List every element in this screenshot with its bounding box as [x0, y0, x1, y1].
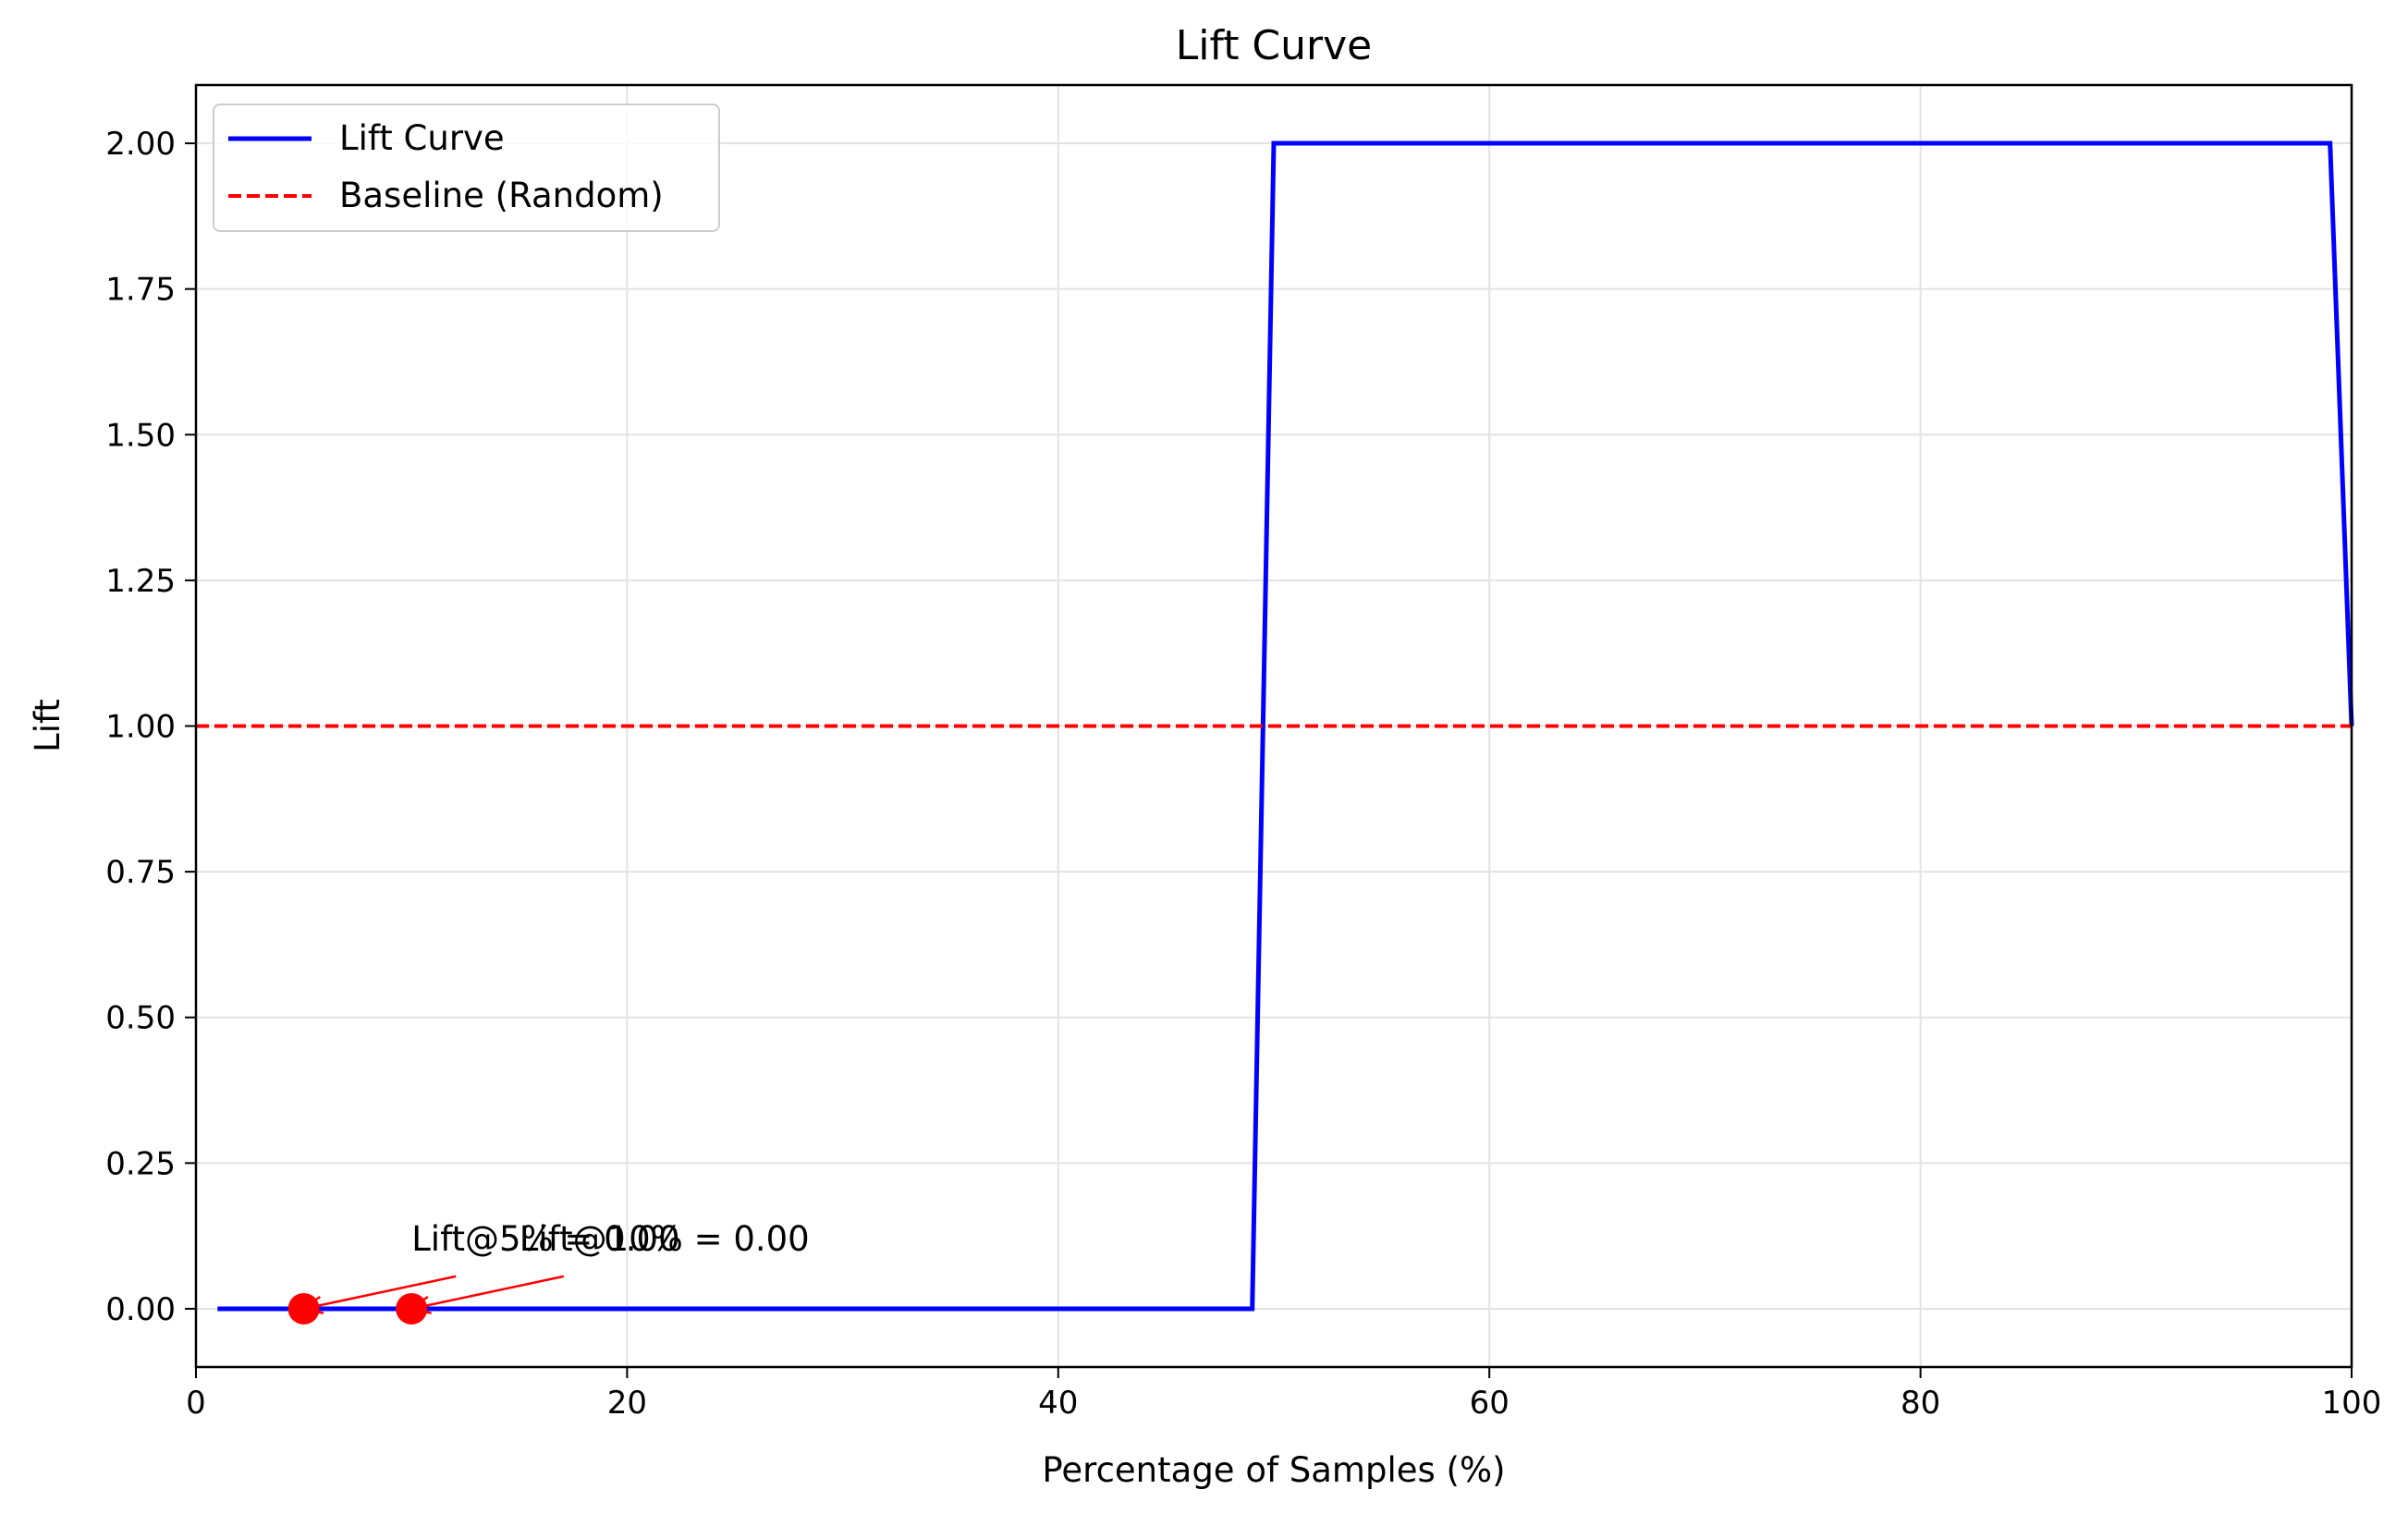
series-line-lift-curve	[217, 140, 2354, 1312]
chart-title: Lift Curve	[1176, 22, 1373, 69]
legend-box	[213, 104, 720, 232]
x-tick-label-1: 20	[607, 1385, 647, 1422]
y-tick-label-8: 2.00	[105, 126, 176, 163]
y-tick-label-0: 0.00	[105, 1291, 176, 1328]
y-tick-label-5: 1.25	[105, 563, 176, 600]
legend-label-lift-curve: Lift Curve	[339, 118, 505, 158]
x-tick-label-3: 60	[1470, 1385, 1510, 1422]
annotation-arrowhead-0	[299, 1295, 324, 1314]
x-tick-label-4: 80	[1901, 1385, 1940, 1422]
legend: Lift Curve Baseline (Random)	[213, 104, 720, 232]
y-tick-label-3: 0.75	[105, 854, 176, 891]
x-axis-label: Percentage of Samples (%)	[1042, 1450, 1505, 1490]
x-tick-label-0: 0	[186, 1385, 206, 1422]
annotation-arrow-1	[409, 1275, 565, 1311]
y-tick-label-6: 1.50	[105, 417, 176, 454]
axis-ticks: 0 20 40 60 80 100 0.00 0.25 0.50 0.75 1.00 1.25 1.50…	[105, 126, 2381, 1422]
legend-label-baseline: Baseline (Random)	[339, 176, 664, 215]
annotation-arrowhead-1	[407, 1295, 432, 1314]
y-tick-label-1: 0.25	[105, 1145, 176, 1182]
plot-series	[196, 140, 2354, 1312]
y-tick-label-7: 1.75	[105, 272, 176, 309]
x-tick-label-5: 100	[2322, 1385, 2382, 1422]
y-axis-label: Lift	[28, 699, 67, 752]
y-tick-label-2: 0.50	[105, 1000, 176, 1037]
annotation-arrow-0	[301, 1275, 457, 1311]
x-tick-label-2: 40	[1038, 1385, 1078, 1422]
annotation-text-1: Lift@10% = 0.00	[519, 1219, 810, 1259]
annotation-text-0: Lift@5% = 0.00	[411, 1219, 679, 1259]
y-tick-label-4: 1.00	[105, 709, 176, 746]
